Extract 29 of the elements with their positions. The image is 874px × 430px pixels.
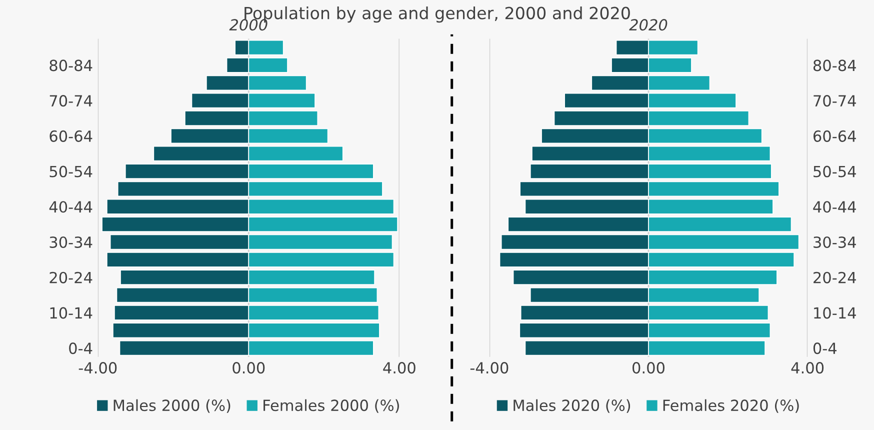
y-tick-label: 30-34	[814, 236, 856, 248]
y-tick-label: 0-4	[69, 342, 92, 354]
legend-label: Females 2000 (%)	[264, 399, 399, 413]
legend-label: Males 2020 (%)	[514, 399, 630, 413]
y-tick-label: 30-34	[50, 236, 92, 248]
x-tick-label: -4.00	[470, 362, 508, 374]
y-tick-label: 20-24	[814, 272, 856, 284]
y-tick-label: 50-54	[814, 166, 856, 178]
y-tick-label: 40-44	[49, 201, 92, 213]
y-tick-label: 40-44	[813, 201, 856, 213]
x-tick-label: 4.00	[791, 362, 824, 374]
y-tick-label: 80-84	[813, 60, 856, 72]
legend-label: Females 2020 (%)	[663, 399, 799, 413]
y-tick-label: 70-74	[50, 95, 92, 107]
x-tick-label: -4.00	[78, 362, 117, 374]
y-tick-label: 50-54	[50, 166, 92, 178]
y-tick-label: 80-84	[50, 60, 92, 72]
x-tick-label: 4.00	[383, 362, 416, 374]
x-tick-label: 0.00	[632, 362, 664, 374]
chart-subtitle: 2020	[629, 19, 668, 31]
y-tick-label: 20-24	[50, 272, 92, 284]
x-tick-label: 0.00	[232, 362, 265, 374]
y-tick-label: 0-4	[813, 342, 837, 354]
y-tick-label: 60-64	[50, 130, 92, 142]
legend-label: Males 2000 (%)	[114, 399, 230, 413]
y-tick-label: 10-14	[50, 307, 92, 319]
y-tick-label: 70-74	[814, 95, 856, 107]
y-tick-label: 60-64	[814, 130, 856, 142]
y-tick-label: 10-14	[814, 307, 856, 319]
